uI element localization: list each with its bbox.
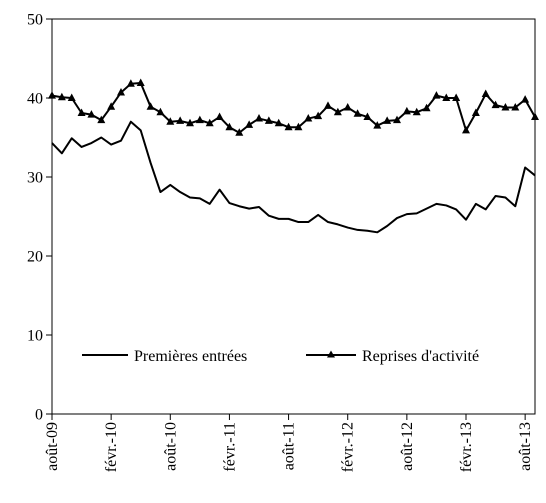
legend: Premières entrées Reprises d'activité bbox=[70, 337, 479, 371]
data-point bbox=[107, 102, 116, 110]
data-point bbox=[264, 116, 273, 124]
data-point bbox=[215, 112, 224, 120]
data-point bbox=[521, 95, 530, 103]
data-point bbox=[48, 91, 56, 99]
y-tick-label: 30 bbox=[27, 170, 43, 187]
data-point bbox=[373, 121, 382, 129]
y-tick-label: 10 bbox=[27, 328, 43, 345]
data-point bbox=[471, 108, 480, 117]
data-point bbox=[501, 102, 510, 111]
data-point bbox=[205, 118, 214, 127]
data-point bbox=[97, 115, 106, 124]
data-point bbox=[462, 125, 470, 134]
legend-box bbox=[70, 337, 470, 371]
data-point bbox=[245, 120, 254, 128]
data-point bbox=[235, 128, 244, 136]
data-point bbox=[274, 118, 283, 127]
data-point bbox=[422, 103, 431, 112]
x-tick-label: août-10 bbox=[162, 422, 179, 471]
data-point bbox=[186, 118, 194, 127]
data-point bbox=[491, 100, 500, 109]
series-line-premieres-entrees bbox=[51, 120, 536, 234]
data-point bbox=[156, 107, 165, 116]
x-tick-label: août-09 bbox=[44, 422, 61, 471]
data-point bbox=[294, 122, 303, 131]
legend-label-reprises: Reprises d'activité bbox=[362, 348, 479, 365]
data-point bbox=[255, 114, 263, 122]
x-tick-label: févr.-11 bbox=[221, 422, 238, 472]
data-point bbox=[195, 115, 204, 124]
y-tick-label: 20 bbox=[27, 249, 43, 266]
data-point bbox=[383, 116, 392, 124]
y-tick-label: 0 bbox=[35, 407, 43, 424]
data-point bbox=[146, 102, 155, 110]
series-layer bbox=[48, 78, 539, 234]
x-tick-label: août-12 bbox=[399, 422, 416, 471]
data-point bbox=[225, 122, 234, 131]
data-point bbox=[412, 107, 421, 116]
data-point bbox=[304, 114, 313, 122]
plot-frame bbox=[51, 18, 536, 415]
legend-label-premieres: Premières entrées bbox=[134, 348, 247, 365]
data-point bbox=[284, 122, 293, 131]
y-tick-label: 50 bbox=[27, 12, 43, 29]
data-point bbox=[363, 112, 372, 120]
data-point bbox=[333, 107, 342, 116]
x-tick-label: févr.-10 bbox=[103, 422, 120, 472]
data-point bbox=[511, 102, 520, 111]
data-point bbox=[343, 102, 352, 111]
data-point bbox=[481, 89, 490, 98]
data-point bbox=[166, 117, 175, 125]
data-point bbox=[452, 93, 461, 101]
y-tick-label: 40 bbox=[27, 91, 43, 108]
series-line-reprises-activite bbox=[51, 81, 536, 134]
x-tick-label: févr.-12 bbox=[340, 422, 357, 472]
data-point bbox=[77, 108, 86, 117]
data-point bbox=[67, 93, 76, 101]
x-tick-label: août-13 bbox=[517, 422, 534, 471]
data-point bbox=[117, 87, 125, 96]
data-point bbox=[176, 116, 185, 124]
data-point bbox=[442, 93, 451, 101]
data-point bbox=[324, 101, 332, 109]
x-tick-label: août-11 bbox=[281, 422, 298, 470]
data-point bbox=[402, 106, 411, 115]
legend-marker-triangle bbox=[327, 350, 335, 358]
data-point bbox=[57, 92, 66, 101]
data-point bbox=[531, 112, 539, 120]
x-tick-label: févr.-13 bbox=[458, 422, 475, 472]
data-point bbox=[136, 78, 145, 86]
data-point bbox=[314, 111, 323, 120]
data-point bbox=[126, 79, 135, 87]
data-point bbox=[432, 91, 441, 99]
data-point bbox=[353, 109, 362, 117]
axes: 0 10 20 30 40 50 août-09 févr.-10 août-10 févr.-1… bbox=[27, 12, 536, 472]
data-point bbox=[393, 115, 401, 124]
data-point bbox=[87, 110, 96, 118]
